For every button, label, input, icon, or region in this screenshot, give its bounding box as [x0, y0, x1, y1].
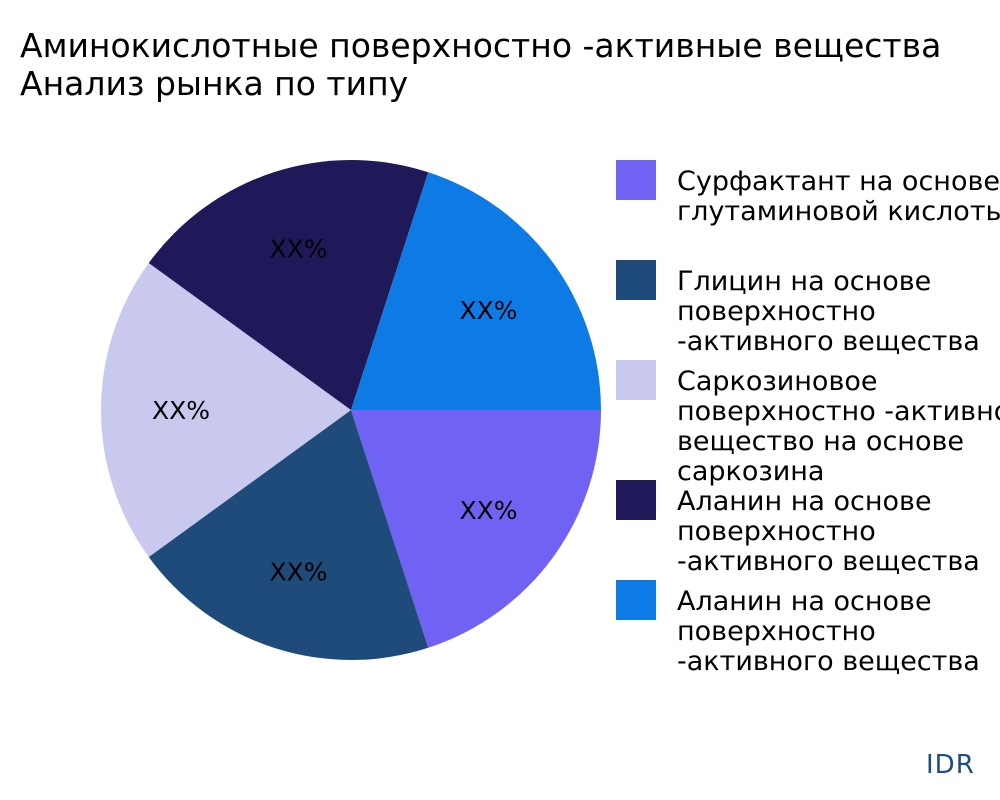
legend-swatch-4 [616, 480, 656, 520]
chart-title: Аминокислотные поверхностно -активные ве… [20, 27, 995, 103]
legend-label-4-line-1: Аланин на основе [677, 486, 932, 517]
slice-label-5: XX% [460, 296, 518, 325]
legend-label-3-line-1: Саркозиновое [677, 366, 877, 397]
pie-slice-labels: XX% XX% XX% XX% XX% [152, 234, 518, 586]
legend-label-4-line-3: -активного вещества [677, 546, 980, 577]
legend-swatch-5 [616, 580, 656, 620]
legend-label-2-line-2: поверхностно [677, 296, 876, 327]
brand-logo-text: IDR [926, 750, 975, 780]
legend-label-1-line-1: Сурфактант на основе [677, 166, 1000, 197]
legend-label-3-line-2: поверхностно -активное [677, 396, 1000, 427]
pie-slice-2 [148, 410, 429, 660]
pie-slice-3 [101, 263, 352, 557]
legend-label-5-line-3: -активного вещества [677, 646, 980, 677]
chart-title-line-2: Анализ рынка по типу [20, 64, 409, 103]
pie-slice-4 [148, 160, 429, 410]
pie-slice-1 [351, 410, 601, 648]
pie-slice-5 [351, 172, 601, 410]
legend-label-1-line-2: глутаминовой кислоты [677, 196, 1000, 227]
legend-label-2-line-3: -активного вещества [677, 326, 980, 357]
legend-label-4-line-2: поверхностно [677, 516, 876, 547]
legend-swatch-1 [616, 160, 656, 200]
legend-swatch-3 [616, 360, 656, 400]
slice-label-1: XX% [460, 496, 518, 525]
slice-label-4: XX% [269, 234, 327, 263]
legend-label-5-line-1: Аланин на основе [677, 586, 932, 617]
legend-label-3-line-3: вещество на основе [677, 426, 964, 457]
legend-label-5-line-2: поверхностно [677, 616, 876, 647]
slice-label-2: XX% [269, 558, 327, 587]
legend-label-3-line-4: саркозина [677, 456, 824, 487]
chart-title-line-1: Аминокислотные поверхностно -активные ве… [20, 26, 942, 65]
slice-label-3: XX% [152, 396, 210, 425]
pie-slices [101, 160, 601, 660]
legend-label-2-line-1: Глицин на основе [677, 266, 931, 297]
legend-swatch-2 [616, 260, 656, 300]
